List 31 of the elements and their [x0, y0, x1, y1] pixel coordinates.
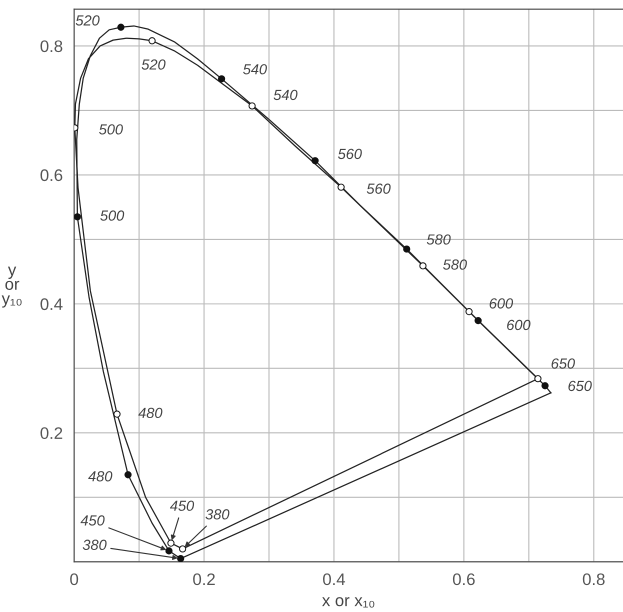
annotation: 580 — [443, 259, 467, 270]
y-tick-label: 0.4 — [40, 298, 63, 310]
y-tick-label: 0.6 — [40, 169, 62, 182]
x-tick-label: 0.4 — [323, 573, 346, 586]
annotation: 600 — [490, 298, 514, 309]
annotation: 450 — [170, 500, 194, 511]
annotation: 380 — [82, 540, 107, 550]
annotation: 650 — [568, 380, 592, 392]
x-tick-label: 0.6 — [452, 573, 475, 586]
annotation: 500 — [100, 210, 124, 221]
y-axis-title: y or y₁₀ — [2, 266, 22, 308]
annotation: 450 — [80, 515, 105, 526]
annotation: 520 — [142, 59, 166, 70]
annotation: 480 — [88, 471, 112, 482]
annotation: 560 — [366, 184, 391, 194]
annotation: 540 — [243, 64, 267, 74]
annotation: 520 — [76, 15, 100, 26]
x-tick-label: 0.2 — [193, 573, 215, 586]
annotation: 560 — [338, 148, 362, 160]
annotation: 380 — [206, 509, 230, 520]
x-tick-label: 0 — [70, 573, 78, 586]
annotation: 600 — [507, 320, 530, 330]
annotation: 480 — [138, 408, 162, 418]
annotation: 500 — [99, 124, 123, 135]
annotation: 650 — [552, 358, 575, 369]
y-tick-label: 0.8 — [40, 40, 62, 52]
annotation: 580 — [426, 234, 451, 245]
x-axis-title: x or x₁₀ — [322, 597, 374, 608]
x-tick-label: 0.8 — [582, 573, 605, 586]
y-tick-label: 0.2 — [40, 427, 62, 440]
annotation: 540 — [274, 90, 298, 100]
